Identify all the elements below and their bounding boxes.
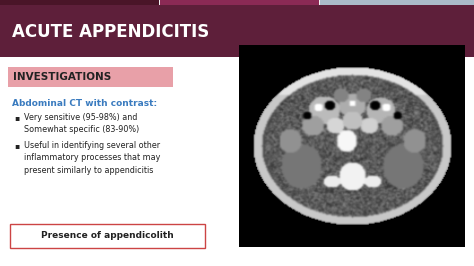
Text: ▪: ▪ bbox=[14, 113, 19, 122]
Text: INVESTIGATIONS: INVESTIGATIONS bbox=[13, 72, 111, 82]
Bar bbox=[320, 0, 474, 5]
Bar bbox=[0, 0, 159, 5]
Bar bbox=[0, 57, 474, 266]
Text: Very sensitive (95-98%) and
Somewhat specific (83-90%): Very sensitive (95-98%) and Somewhat spe… bbox=[24, 113, 139, 135]
Bar bbox=[0, 5, 474, 57]
Bar bbox=[10, 224, 205, 248]
Text: ▪: ▪ bbox=[14, 141, 19, 150]
Text: Presence of appendicolith: Presence of appendicolith bbox=[41, 231, 174, 240]
Bar bbox=[160, 0, 319, 5]
Text: Abdominal CT with contrast:: Abdominal CT with contrast: bbox=[12, 99, 157, 108]
Text: Useful in identifying several other
inflammatory processes that may
present simi: Useful in identifying several other infl… bbox=[24, 141, 160, 175]
Bar bbox=[8, 67, 173, 87]
Text: ACUTE APPENDICITIS: ACUTE APPENDICITIS bbox=[12, 23, 209, 41]
